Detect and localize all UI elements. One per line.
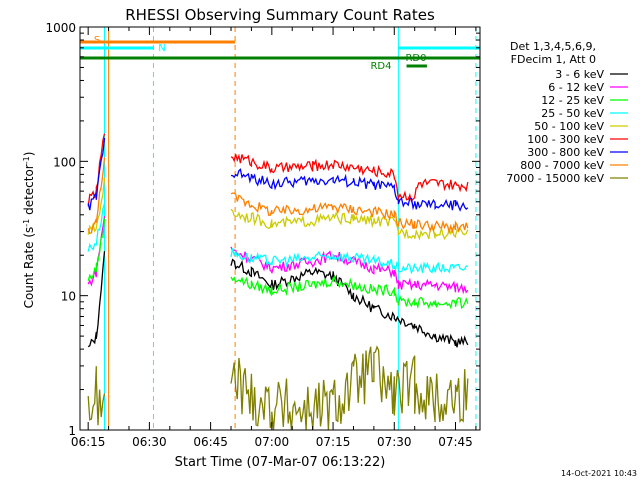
- chart-title: RHESSI Observing Summary Count Rates: [125, 6, 435, 24]
- y-tick-label-3: 1000: [45, 21, 76, 35]
- legend-title-line-1: Det 1,3,4,5,6,9,: [510, 40, 596, 53]
- series-lines: [87, 133, 469, 431]
- flag-bars: [80, 40, 480, 68]
- series-line-7000-15000-kev: [87, 345, 469, 431]
- series-line-50-100-kev: [87, 178, 469, 241]
- footer-date: 14-Oct-2021 10:43: [561, 469, 637, 478]
- series-line-6-12-kev: [87, 216, 469, 295]
- y-tick-label-1: 10: [61, 290, 76, 304]
- x-tick-label-2: 06:45: [193, 435, 228, 449]
- plot-frame: [79, 26, 481, 431]
- legend-label-50-100-kev: 50 - 100 keV: [534, 120, 604, 133]
- legend-label-100-300-kev: 100 - 300 keV: [527, 133, 604, 146]
- x-tick-label-5: 07:30: [377, 435, 412, 449]
- flag-label-rd4: RD4: [370, 61, 391, 72]
- flag-label-n: N: [158, 43, 165, 54]
- y-tick-label-0: 1: [68, 424, 76, 438]
- x-tick-label-6: 07:45: [438, 435, 473, 449]
- series-line-3-6-kev: [87, 251, 469, 348]
- series-line-12-25-kev: [87, 218, 469, 310]
- legend-label-7000-15000-kev: 7000 - 15000 keV: [506, 172, 604, 185]
- series-line-800-7000-kev: [87, 157, 469, 235]
- series-line-25-50-kev: [87, 203, 468, 275]
- y-tick-label-2: 100: [53, 155, 76, 169]
- series-line-100-300-kev: [87, 133, 469, 207]
- x-tick-label-1: 06:30: [132, 435, 167, 449]
- legend-label-800-7000-kev: 800 - 7000 keV: [520, 159, 604, 172]
- x-tick-label-4: 07:15: [316, 435, 351, 449]
- legend-label-6-12-kev: 6 - 12 keV: [548, 81, 604, 94]
- vertical-marker-lines: [103, 27, 477, 430]
- legend-label-12-25-kev: 12 - 25 keV: [541, 94, 604, 107]
- series-line-300-800-kev: [87, 137, 469, 212]
- legend-label-3-6-kev: 3 - 6 keV: [555, 68, 604, 81]
- x-axis-label: Start Time (07-Mar-07 06:13:22): [175, 455, 386, 470]
- legend-label-25-50-kev: 25 - 50 keV: [541, 107, 604, 120]
- x-tick-label-3: 07:00: [255, 435, 290, 449]
- legend-title-line-2: FDecim 1, Att 0: [511, 53, 596, 66]
- legend-label-300-800-kev: 300 - 800 keV: [527, 146, 604, 159]
- y-axis-label: Count Rate (s-1 detector-1): [22, 152, 37, 309]
- x-tick-label-0: 06:15: [71, 435, 106, 449]
- plot-axes: 06:15 06:30 06:45 07:00 07:15 07:30 07:45 1 10 10…: [45, 21, 481, 449]
